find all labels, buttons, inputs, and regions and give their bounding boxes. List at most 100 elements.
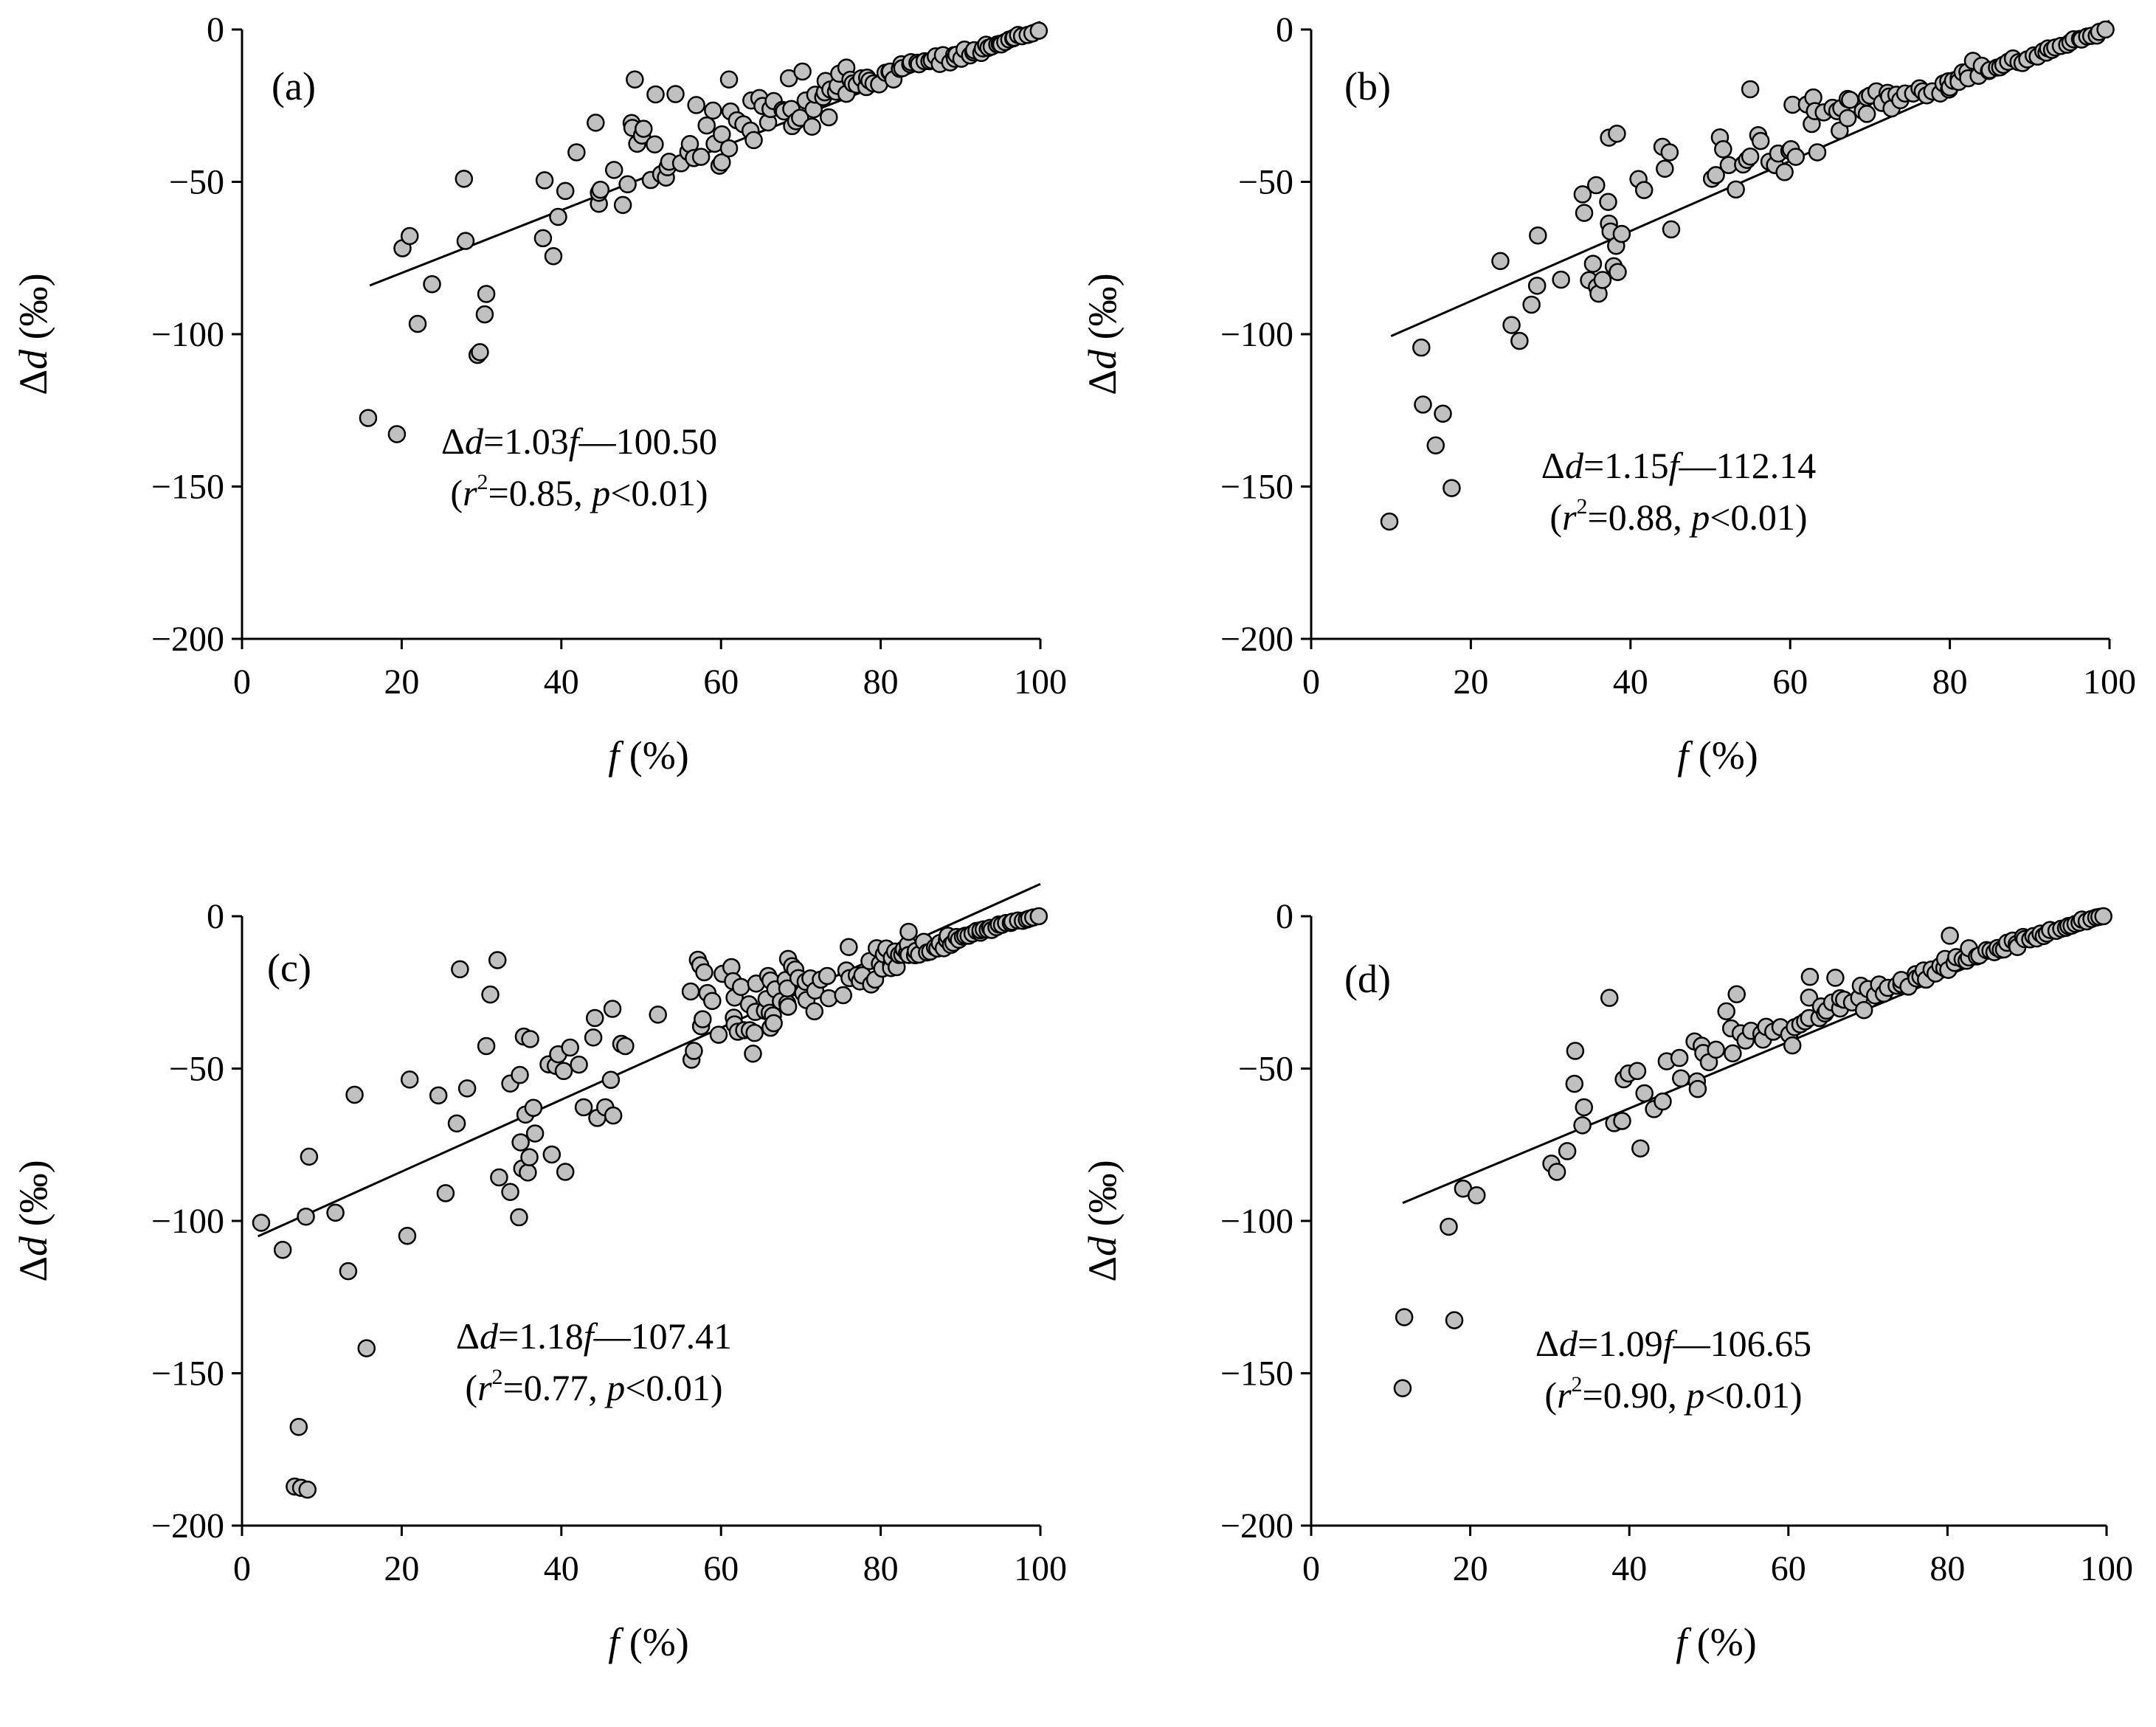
x-tick-label: 0 — [233, 662, 251, 702]
data-point — [533, 229, 553, 248]
data-point — [1800, 989, 1819, 1007]
data-point — [803, 117, 821, 136]
regression-stats: (r2=0.88, p<0.01) — [1549, 494, 1807, 538]
data-point — [1800, 967, 1820, 986]
y-tick-label: −200 — [1220, 620, 1293, 659]
data-point — [298, 1481, 317, 1499]
stats-r: r — [463, 472, 477, 513]
y-axis-title-unit: (‰) — [1080, 273, 1124, 349]
regression-equation: Δd=1.15f—112.14 — [1541, 445, 1816, 486]
stats-p: p — [604, 1367, 625, 1408]
data-point — [704, 101, 722, 120]
regression-stats: (r2=0.85, p<0.01) — [450, 470, 708, 513]
data-point — [587, 114, 605, 132]
data-point — [1414, 395, 1432, 414]
x-axis-title-unit: (%) — [1687, 1620, 1756, 1664]
y-axis-title: Δd (‰) — [1080, 1160, 1124, 1281]
data-point — [252, 1214, 271, 1232]
data-point — [778, 997, 798, 1016]
data-point — [457, 1079, 477, 1098]
data-point — [511, 1133, 530, 1152]
data-point — [1434, 404, 1452, 423]
x-tick-label: 0 — [233, 1549, 251, 1588]
data-point — [1656, 159, 1674, 178]
x-axis-title: f (%) — [1676, 1620, 1756, 1664]
x-tick-label: 100 — [2083, 662, 2136, 702]
data-point — [1854, 1000, 1873, 1020]
x-tick-label: 20 — [1453, 1549, 1488, 1588]
data-point — [687, 96, 705, 114]
stats-pval: <0.01) — [1710, 496, 1807, 538]
data-point — [1688, 1079, 1707, 1098]
stats-p: p — [1684, 1374, 1704, 1416]
data-point — [1654, 1092, 1672, 1111]
data-point — [1380, 512, 1399, 531]
data-point — [1558, 1142, 1577, 1160]
data-point — [447, 1114, 466, 1133]
panel-label: (a) — [272, 64, 316, 108]
panel-label: (d) — [1344, 957, 1391, 1001]
y-tick-label: −200 — [151, 620, 224, 659]
stats-r2: =0.90, — [1583, 1374, 1687, 1416]
y-tick-label: −100 — [1220, 1202, 1293, 1241]
data-point — [535, 171, 554, 190]
x-tick-label: 40 — [544, 1549, 579, 1588]
data-point — [584, 1028, 603, 1047]
data-point — [719, 70, 739, 89]
y-tick-label: −150 — [151, 1354, 224, 1394]
data-point — [423, 275, 441, 294]
data-point — [604, 1106, 623, 1125]
data-point — [1608, 124, 1626, 143]
stats-r: r — [1562, 496, 1577, 538]
data-point — [451, 960, 469, 979]
eq-intercept: —100.50 — [578, 420, 718, 462]
data-point — [1634, 181, 1654, 199]
data-point — [1670, 1048, 1689, 1067]
y-axis-title-var: d — [1080, 349, 1124, 370]
data-point — [604, 161, 623, 179]
data-point — [359, 409, 378, 427]
stats-pval: <0.01) — [1704, 1374, 1802, 1416]
x-tick-label: 0 — [1302, 1549, 1320, 1588]
eq-slope: =1.09 — [1578, 1323, 1663, 1364]
data-point — [429, 1086, 448, 1105]
y-axis-title-var: d — [11, 349, 55, 370]
data-point — [1727, 985, 1746, 1003]
data-point — [685, 1042, 703, 1060]
data-point — [1808, 143, 1827, 162]
eq-slope: =1.15 — [1583, 445, 1669, 486]
data-point — [1573, 185, 1592, 204]
data-point — [744, 1045, 762, 1063]
data-point — [455, 170, 474, 188]
data-point — [2094, 907, 2112, 926]
data-point — [1660, 143, 1679, 162]
y-axis-title-delta: Δ — [11, 370, 55, 395]
x-tick-label: 60 — [1771, 1549, 1806, 1588]
data-point — [1783, 1036, 1802, 1055]
data-point — [471, 343, 489, 361]
data-point — [570, 1055, 588, 1074]
x-tick-label: 40 — [544, 662, 579, 702]
data-point — [764, 1014, 783, 1033]
data-point — [697, 116, 716, 135]
data-point — [1707, 1040, 1725, 1059]
y-tick-label: −150 — [1220, 468, 1293, 507]
data-point — [646, 85, 665, 104]
data-point — [1714, 140, 1732, 159]
data-point — [556, 181, 575, 201]
data-point — [1717, 1002, 1735, 1021]
y-tick-label: −100 — [151, 315, 224, 354]
data-point — [1440, 1217, 1458, 1236]
x-tick-label: 20 — [1453, 662, 1488, 702]
data-point — [1857, 105, 1876, 123]
y-tick-label: −150 — [151, 468, 224, 507]
eq-d: d — [465, 420, 484, 462]
y-axis-title-delta: Δ — [11, 1256, 55, 1282]
data-point — [1395, 1308, 1414, 1326]
data-point — [1727, 180, 1745, 199]
data-point — [525, 1124, 545, 1143]
stats-pval: <0.01) — [610, 472, 708, 513]
stats-r2: =0.85, — [488, 472, 592, 513]
data-point — [649, 1006, 667, 1024]
